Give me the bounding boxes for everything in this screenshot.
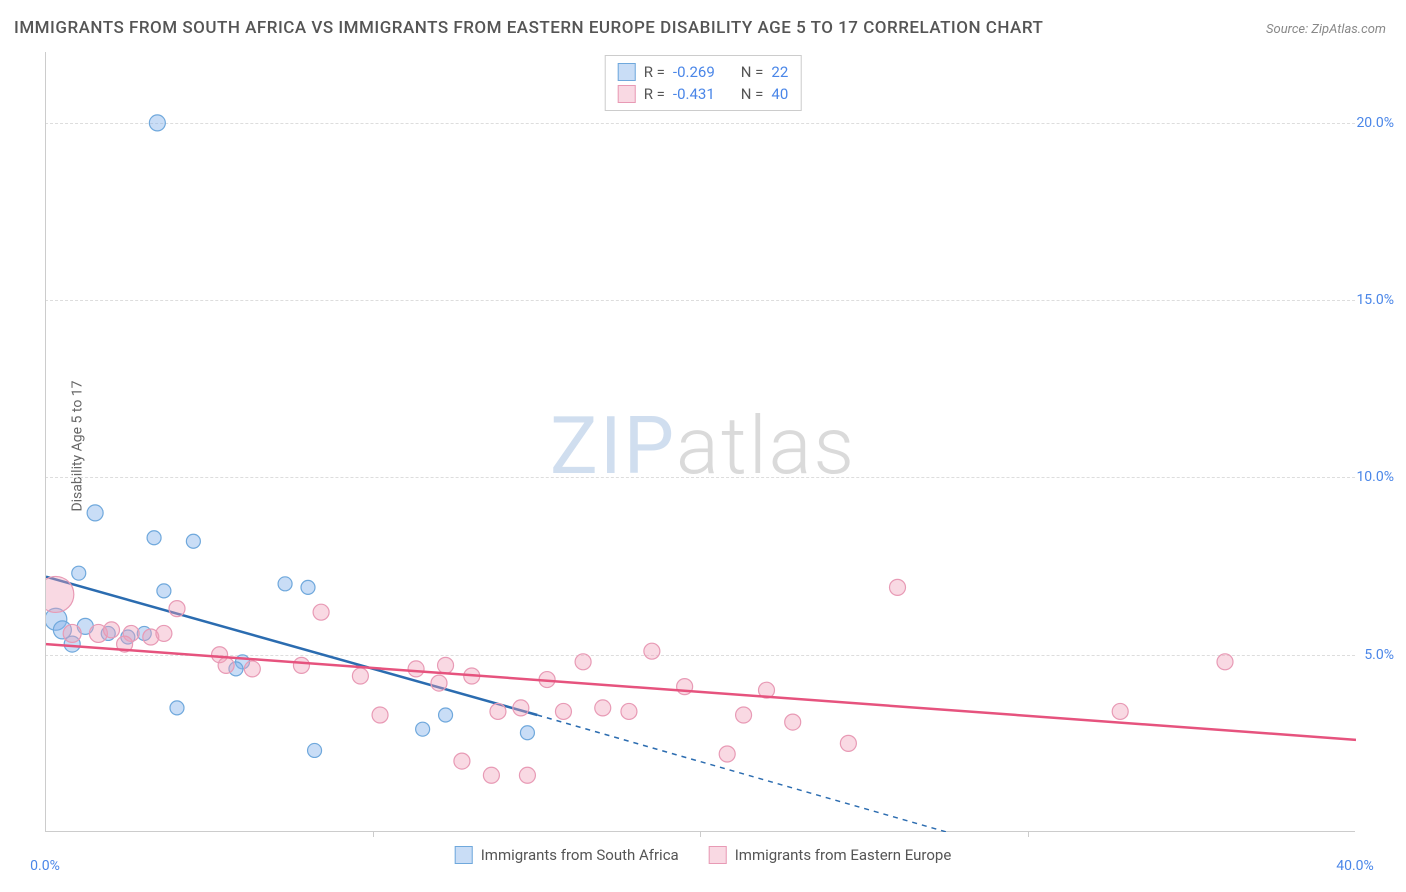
scatter-point [244,661,260,677]
scatter-point [156,625,172,641]
scatter-point [621,703,637,719]
ytick-label: 20.0% [1356,115,1394,131]
trend-line [46,644,1356,740]
trend-line-extrapolated [537,715,946,832]
ytick-label: 10.0% [1356,469,1394,485]
scatter-point [439,708,453,722]
scatter-point [157,584,171,598]
scatter-point [555,703,571,719]
scatter-point [87,505,103,521]
scatter-point [1217,654,1233,670]
legend-n-value: 22 [771,63,788,81]
source-label: Source: ZipAtlas.com [1266,22,1386,37]
legend-n-label: N = [741,85,764,103]
scatter-point [519,767,535,783]
scatter-point [644,643,660,659]
scatter-point [416,722,430,736]
scatter-point [575,654,591,670]
scatter-point [104,622,120,638]
scatter-point [483,767,499,783]
legend-r-value: -0.269 [673,63,715,81]
legend-n-label: N = [741,63,764,81]
scatter-point [186,534,200,548]
legend-stats-row: R = -0.431 N = 40 [618,83,789,105]
legend-series-label: Immigrants from Eastern Europe [735,846,952,864]
scatter-point [513,700,529,716]
legend-n-value: 40 [771,85,788,103]
scatter-point [63,624,81,642]
chart-title: IMMIGRANTS FROM SOUTH AFRICA VS IMMIGRAN… [14,18,1043,38]
xtick-label: 0.0% [30,858,60,874]
legend-series-item: Immigrants from Eastern Europe [709,846,952,864]
scatter-point [840,735,856,751]
legend-series-item: Immigrants from South Africa [455,846,679,864]
scatter-point [520,726,534,740]
ytick-label: 15.0% [1356,292,1394,308]
xtick-label: 40.0% [1336,858,1374,874]
scatter-point [1112,703,1128,719]
legend-series: Immigrants from South Africa Immigrants … [455,846,952,864]
scatter-point [785,714,801,730]
scatter-point [736,707,752,723]
scatter-point [278,577,292,591]
legend-swatch-icon [709,846,727,864]
plot-area [45,52,1355,832]
scatter-svg [46,52,1356,832]
scatter-point [301,580,315,594]
scatter-point [72,566,86,580]
scatter-point [454,753,470,769]
scatter-point [719,746,735,762]
scatter-point [438,657,454,673]
scatter-point [308,743,322,757]
legend-stats: R = -0.269 N = 22 R = -0.431 N = 40 [605,55,802,111]
scatter-point [352,668,368,684]
scatter-point [149,115,165,131]
scatter-point [313,604,329,620]
scatter-point [147,531,161,545]
ytick-label: 5.0% [1364,647,1394,663]
scatter-point [490,703,506,719]
scatter-point [431,675,447,691]
legend-series-label: Immigrants from South Africa [481,846,679,864]
legend-swatch-icon [618,85,636,103]
scatter-point [372,707,388,723]
scatter-point [293,657,309,673]
legend-r-value: -0.431 [673,85,715,103]
scatter-point [46,576,74,612]
legend-swatch-icon [455,846,473,864]
chart-container: IMMIGRANTS FROM SOUTH AFRICA VS IMMIGRAN… [0,0,1406,892]
scatter-point [218,657,234,673]
legend-stats-row: R = -0.269 N = 22 [618,61,789,83]
legend-swatch-icon [618,63,636,81]
scatter-point [890,579,906,595]
legend-r-label: R = [644,85,665,103]
scatter-point [595,700,611,716]
legend-r-label: R = [644,63,665,81]
scatter-point [170,701,184,715]
scatter-point [169,601,185,617]
scatter-point [408,661,424,677]
